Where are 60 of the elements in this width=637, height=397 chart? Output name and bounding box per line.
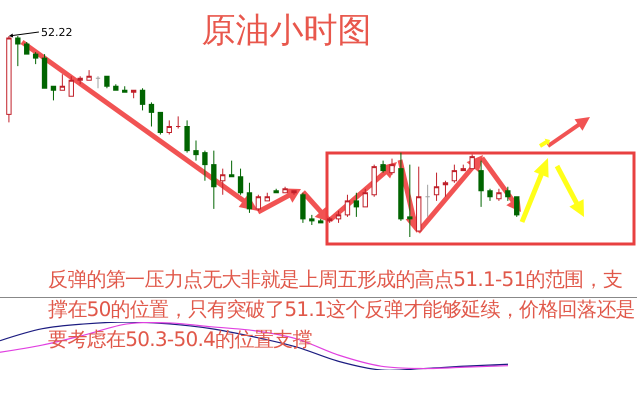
candlestick (300, 192, 306, 224)
candlestick (274, 188, 279, 194)
candlestick (256, 194, 262, 212)
candlestick (362, 188, 368, 208)
candlestick (68, 76, 74, 97)
candlestick (50, 86, 56, 101)
candlestick (318, 218, 324, 224)
candlestick (113, 84, 118, 91)
candlestick (15, 36, 20, 67)
candlestick (246, 182, 252, 214)
candlestick (282, 186, 288, 194)
candlestick (86, 70, 92, 81)
candlestick (442, 180, 448, 198)
candlestick (372, 164, 377, 198)
candlestick (78, 76, 83, 85)
candlestick (354, 192, 360, 218)
candlestick (122, 86, 128, 93)
candlestick (193, 140, 199, 162)
candlestick (60, 74, 66, 91)
candlestick (238, 168, 244, 196)
chart-title: 原油小时图 (202, 10, 372, 50)
candlestick (148, 102, 154, 127)
candlestick (24, 42, 30, 55)
annotation: 52.22 (41, 26, 72, 39)
candlestick (42, 54, 48, 89)
candlestick (220, 168, 226, 196)
candlestick (140, 88, 146, 111)
candlestick (470, 154, 475, 170)
candlestick (166, 120, 172, 135)
candlestick (32, 52, 38, 65)
candlestick (505, 186, 510, 202)
candlestick (6, 36, 12, 123)
candlestick (380, 160, 386, 174)
candlestick (389, 158, 395, 176)
candlestick (158, 112, 164, 135)
candlestick (434, 172, 440, 202)
candlestick (309, 214, 314, 226)
candlestick (95, 76, 101, 89)
candlestick (398, 152, 404, 222)
candlestick (202, 150, 208, 182)
candlestick (478, 160, 484, 208)
candlestick (487, 188, 493, 202)
candlestick (336, 210, 342, 224)
candlestick (184, 120, 190, 154)
candlestick (228, 160, 234, 178)
candlestick (264, 192, 270, 202)
candlestick (452, 164, 458, 184)
candlestick (460, 164, 466, 172)
candlestick (424, 184, 430, 218)
candlestick (211, 150, 216, 210)
candlestick (416, 166, 422, 232)
candlestick (344, 194, 350, 218)
candlestick (104, 76, 110, 89)
candlestick (130, 90, 136, 99)
candlestick (514, 196, 520, 218)
candlestick (407, 164, 412, 237)
candlestick (176, 116, 181, 129)
candlestick (326, 216, 332, 224)
candlestick (291, 190, 297, 196)
candlestick (496, 188, 502, 202)
